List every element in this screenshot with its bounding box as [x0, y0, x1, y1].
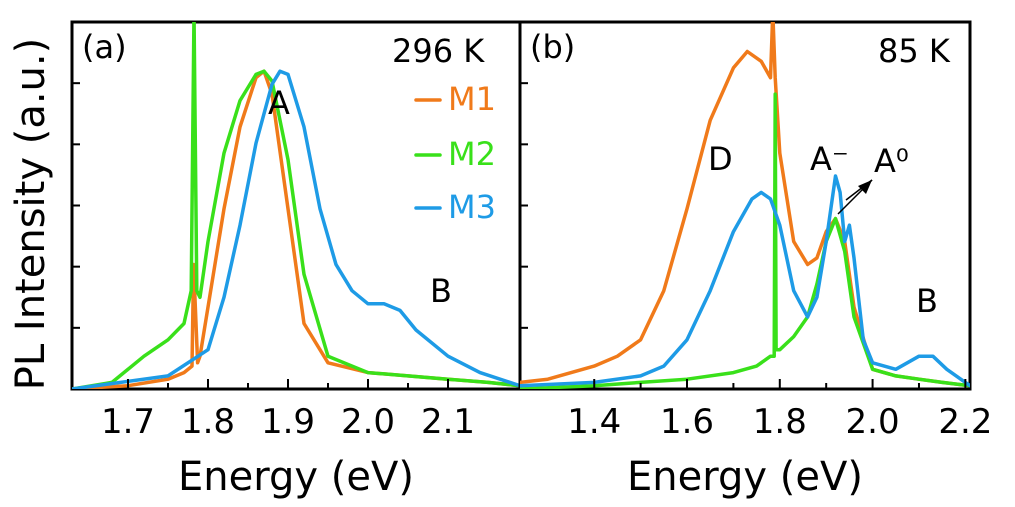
panel-b-x-tick-label: 2.0	[846, 402, 900, 442]
panel-a-x-tick-label: 2.0	[341, 402, 395, 442]
panel-b-label: (b)	[530, 28, 575, 66]
panel-a-x-tick-label: 1.9	[261, 402, 315, 442]
panel-b-series-m2	[520, 92, 970, 389]
panel-b-x-tick-label: 1.4	[567, 402, 621, 442]
legend-m3: M3	[448, 188, 496, 226]
panel-b-x-tick-label: 1.8	[753, 402, 807, 442]
panel-b-x-axis-title: Energy (eV)	[627, 454, 863, 500]
panel-a-series-m1	[72, 69, 520, 389]
panel-a-label: (a)	[82, 28, 127, 66]
a0-arrow-head	[858, 180, 872, 194]
panel-b-annotation-D: D	[708, 140, 733, 178]
legend-m2: M2	[448, 135, 496, 173]
panel-b-x-tick-label: 1.6	[660, 402, 714, 442]
panel-a-x-tick-label: 1.8	[181, 402, 235, 442]
panel-b-annotation-A-zero: A⁰	[874, 142, 909, 180]
panel-a-temperature: 296 K	[392, 32, 485, 70]
panel-b-temperature: 85 K	[878, 32, 951, 70]
panel-b: 1.4 1.6 1.8 2.0 2.2 (b) 85 K D A⁻ A⁰ B Energ…	[518, 20, 992, 500]
panel-b-frame	[518, 20, 972, 391]
panel-b-series-m3	[520, 174, 970, 388]
panel-a-annotation-B: B	[430, 272, 452, 310]
panel-a-annotation-A: A	[268, 84, 290, 122]
panel-b-x-tick-label: 2.2	[938, 402, 992, 442]
panel-a: 1.7 1.8 1.9 2.0 2.1 (a) 296 K M1 M2 M3 A B E…	[70, 20, 522, 500]
panel-b-annotation-B: B	[916, 282, 938, 320]
panel-a-x-axis-title: Energy (eV)	[178, 454, 414, 500]
panel-a-series-m3	[72, 69, 520, 389]
panel-a-x-tick-label: 2.1	[421, 402, 475, 442]
panel-a-x-tick-label: 1.7	[101, 402, 155, 442]
legend-m1: M1	[448, 80, 496, 118]
panel-b-annotation-A-minus: A⁻	[810, 140, 849, 178]
panel-a-series-m2	[72, 22, 520, 389]
y-axis-title: PL Intensity (a.u.)	[8, 38, 54, 390]
